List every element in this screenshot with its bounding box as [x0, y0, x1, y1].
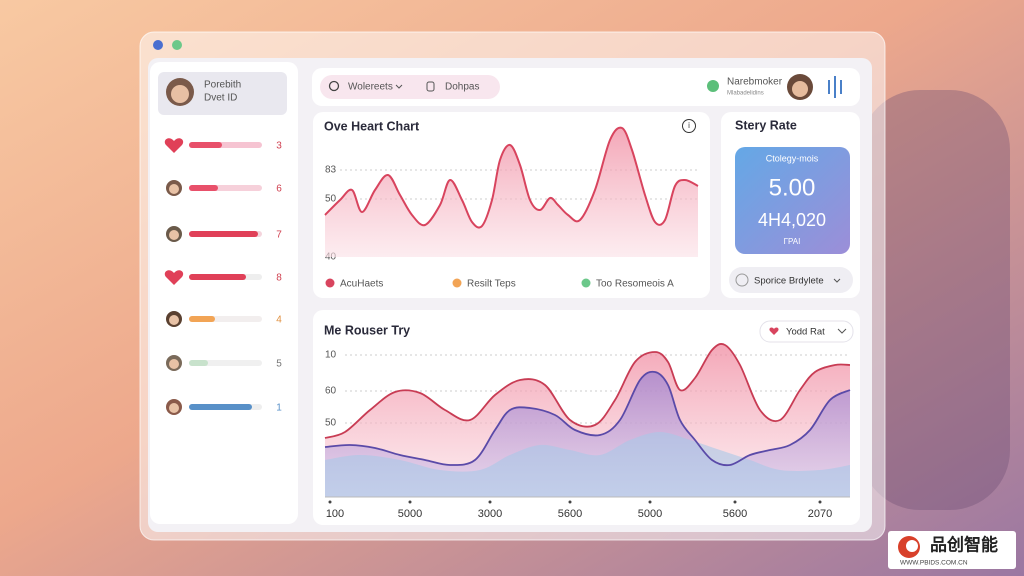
chevron [395, 84, 403, 89]
row-face [169, 359, 179, 369]
legend-label: Too Resomeois A [596, 279, 674, 290]
panel-title: Stery Rate [735, 118, 797, 132]
x-label: 100 [326, 508, 344, 520]
x-tick [408, 500, 412, 504]
axis-label: 60 [325, 386, 337, 397]
rouser-line [324, 370, 851, 467]
row-value: 1 [276, 403, 282, 414]
rate-card [735, 147, 850, 254]
card-value: 5.00 [769, 174, 816, 201]
chevron [833, 278, 841, 283]
row-value: 3 [276, 141, 282, 152]
rate-button[interactable] [729, 267, 853, 293]
filter-text[interactable]: Dohpas [445, 82, 479, 93]
button-label[interactable]: Sporice Brdylete [754, 276, 824, 287]
avatar-face [171, 85, 189, 103]
x-label: 2070 [808, 508, 832, 520]
panel-title: Me Rouser Try [324, 323, 410, 337]
profile-id: Dvet ID [204, 93, 237, 104]
profile-name: Porebith [204, 80, 241, 91]
button-icon [735, 273, 749, 287]
heart-line [324, 126, 699, 229]
search-text[interactable]: Wolereets [348, 82, 393, 93]
watermark-logo-inner [906, 540, 918, 552]
user-subtitle: Mlabadelidins [727, 91, 764, 97]
row-value: 6 [276, 184, 282, 195]
bar-fill [189, 231, 258, 237]
dropdown-label[interactable]: Yodd Rat [786, 327, 825, 338]
bar-fill [189, 316, 215, 322]
dropdown[interactable] [759, 320, 854, 343]
bar-fill [189, 360, 208, 366]
row-value: 5 [276, 359, 282, 370]
window-dot [172, 40, 182, 50]
x-tick [488, 500, 492, 504]
card-label: Ctolegy-mois [766, 153, 819, 163]
user-name: Narebmoker [727, 77, 783, 88]
x-tick [328, 500, 332, 504]
sidebar [150, 62, 298, 524]
heart-icon [164, 138, 184, 153]
row-face [169, 230, 179, 240]
row-value: 7 [276, 230, 282, 241]
axis-label: 83 [325, 165, 337, 176]
axis-label: 40 [325, 252, 337, 263]
legend-dot [581, 278, 591, 288]
legend-dot [325, 278, 335, 288]
user-face [792, 81, 808, 97]
x-label: 5600 [558, 508, 582, 520]
row-face [169, 315, 179, 325]
x-label: 5000 [638, 508, 662, 520]
bar-fill [189, 404, 252, 410]
watermark [888, 531, 1016, 569]
axis-label: 50 [325, 418, 337, 429]
window-dot [153, 40, 163, 50]
search-pill[interactable] [320, 75, 500, 99]
x-tick [648, 500, 652, 504]
legend-label: Resilt Teps [467, 279, 516, 290]
row-value: 4 [276, 315, 282, 326]
legend-dot [452, 278, 462, 288]
card-caption: ΓΡΑΙ [784, 237, 801, 246]
bar-fill [189, 274, 246, 280]
x-tick [733, 500, 737, 504]
lock-icon [426, 81, 435, 92]
shadow [860, 90, 1010, 510]
row-face [169, 184, 179, 194]
menu-icon[interactable] [828, 76, 842, 98]
axis-label: 50 [325, 194, 337, 205]
legend-label: AcuHaets [340, 279, 383, 290]
watermark-url: WWW.PBIDS.COM.CN [900, 560, 968, 567]
heart-icon [769, 327, 779, 335]
rouser-area [325, 432, 850, 497]
bar-fill [189, 185, 218, 191]
panel-title: Ove Heart Chart [324, 119, 420, 133]
status-icon [707, 80, 719, 92]
info-glyph: i [688, 121, 690, 130]
x-tick [818, 500, 822, 504]
card-secondary: 4H4,020 [758, 210, 826, 230]
x-tick [568, 500, 572, 504]
row-value: 8 [276, 273, 282, 284]
x-label: 3000 [478, 508, 502, 520]
x-labels: 100 5000 3000 5600 5000 5600 2070 [326, 500, 832, 520]
watermark-brand: 品创智能 [930, 534, 998, 554]
axis-label: 10 [325, 350, 337, 361]
row-list: 3 6 7 8 4 5 1 [164, 138, 282, 415]
heart-icon [164, 270, 184, 285]
bar-fill [189, 142, 222, 148]
row-face [169, 403, 179, 413]
x-label: 5000 [398, 508, 422, 520]
chevron [837, 328, 847, 334]
x-label: 5600 [723, 508, 747, 520]
info-icon[interactable] [682, 119, 696, 133]
search-icon [328, 80, 340, 92]
rouser-line [324, 343, 851, 439]
